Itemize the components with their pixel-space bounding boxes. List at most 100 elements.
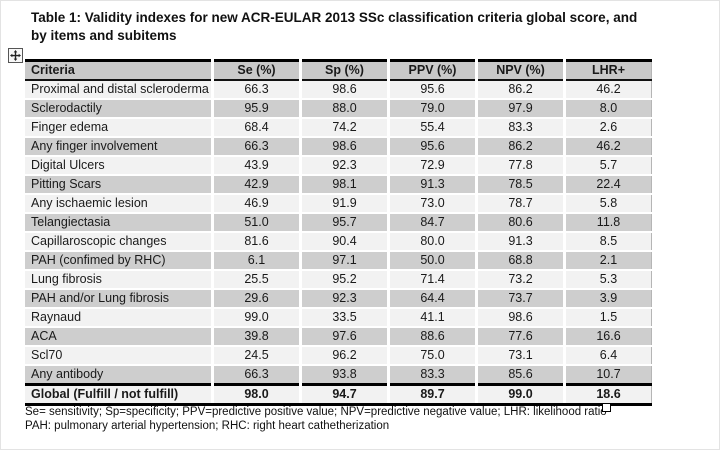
value-cell: 16.6 (564, 327, 652, 347)
table-row: ACA 39.8 97.6 88.6 77.6 16.6 (25, 327, 652, 347)
table-title-line-1: Table 1: Validity indexes for new ACR-EU… (31, 10, 638, 25)
column-header: PPV (%) (388, 60, 478, 81)
criteria-cell: PAH (confimed by RHC) (25, 251, 214, 271)
footnote-line-1: Se= sensitivity; Sp=specificity; PPV=pre… (25, 406, 607, 418)
criteria-cell: Raynaud (25, 308, 214, 328)
value-cell: 96.2 (300, 346, 390, 366)
value-cell: 3.9 (564, 289, 652, 309)
criteria-cell: Sclerodactily (25, 99, 214, 119)
value-cell: 41.1 (388, 308, 478, 328)
table-row: Sclerodactily 95.9 88.0 79.0 97.9 8.0 (25, 99, 652, 119)
value-cell: 74.2 (300, 118, 390, 138)
value-cell: 66.3 (212, 137, 302, 157)
value-cell: 84.7 (388, 213, 478, 233)
value-cell: 2.1 (564, 251, 652, 271)
value-cell: 6.1 (212, 251, 302, 271)
value-cell: 8.5 (564, 232, 652, 252)
value-cell: 2.6 (564, 118, 652, 138)
table-row: Scl70 24.5 96.2 75.0 73.1 6.4 (25, 346, 652, 366)
value-cell: 22.4 (564, 175, 652, 195)
criteria-cell: Proximal and distal scleroderma (25, 80, 214, 100)
value-cell: 95.6 (388, 80, 478, 100)
value-cell: 11.8 (564, 213, 652, 233)
table-footnotes: Se= sensitivity; Sp=specificity; PPV=pre… (25, 405, 625, 433)
value-cell: 80.0 (388, 232, 478, 252)
value-cell: 98.6 (300, 137, 390, 157)
value-cell: 95.7 (300, 213, 390, 233)
value-cell: 71.4 (388, 270, 478, 290)
value-cell: 81.6 (212, 232, 302, 252)
value-cell: 6.4 (564, 346, 652, 366)
value-cell: 5.3 (564, 270, 652, 290)
table-row: Raynaud 99.0 33.5 41.1 98.6 1.5 (25, 308, 652, 328)
value-cell: 55.4 (388, 118, 478, 138)
table-resize-handle[interactable] (602, 403, 611, 412)
value-cell: 97.6 (300, 327, 390, 347)
value-cell: 50.0 (388, 251, 478, 271)
criteria-cell: Pitting Scars (25, 175, 214, 195)
value-cell: 39.8 (212, 327, 302, 347)
value-cell: 77.6 (476, 327, 566, 347)
column-header: Criteria (25, 60, 214, 81)
table-move-handle[interactable] (8, 48, 23, 63)
value-cell: 80.6 (476, 213, 566, 233)
table-row: Pitting Scars 42.9 98.1 91.3 78.5 22.4 (25, 175, 652, 195)
value-cell: 51.0 (212, 213, 302, 233)
criteria-cell: Capillaroscopic changes (25, 232, 214, 252)
value-cell: 33.5 (300, 308, 390, 328)
value-cell: 95.6 (388, 137, 478, 157)
value-cell: 75.0 (388, 346, 478, 366)
criteria-cell: Lung fibrosis (25, 270, 214, 290)
value-cell: 77.8 (476, 156, 566, 176)
criteria-cell: Finger edema (25, 118, 214, 138)
value-cell: 91.9 (300, 194, 390, 214)
value-cell: 73.7 (476, 289, 566, 309)
footnote-line-2: PAH: pulmonary arterial hypertension; RH… (25, 420, 390, 432)
value-cell: 86.2 (476, 137, 566, 157)
table-row: Finger edema 68.4 74.2 55.4 83.3 2.6 (25, 118, 652, 138)
value-cell: 66.3 (212, 365, 302, 386)
value-cell: 90.4 (300, 232, 390, 252)
criteria-cell: ACA (25, 327, 214, 347)
value-cell: 73.0 (388, 194, 478, 214)
criteria-cell: Any finger involvement (25, 137, 214, 157)
table-row: Digital Ulcers 43.9 92.3 72.9 77.8 5.7 (25, 156, 652, 176)
value-cell: 89.7 (388, 383, 478, 406)
value-cell: 42.9 (212, 175, 302, 195)
table-row: Any finger involvement 66.3 98.6 95.6 86.2 4… (25, 137, 652, 157)
value-cell: 46.2 (564, 137, 652, 157)
value-cell: 93.8 (300, 365, 390, 386)
value-cell: 85.6 (476, 365, 566, 386)
value-cell: 98.6 (476, 308, 566, 328)
table-header-row: Criteria Se (%) Sp (%) PPV (%) NPV (%) LHR+ (25, 60, 652, 81)
value-cell: 8.0 (564, 99, 652, 119)
table-body: Proximal and distal scleroderma 66.3 98.6… (25, 80, 652, 406)
criteria-cell: Telangiectasia (25, 213, 214, 233)
value-cell: 92.3 (300, 289, 390, 309)
column-header: Se (%) (212, 60, 302, 81)
value-cell: 88.0 (300, 99, 390, 119)
value-cell: 73.2 (476, 270, 566, 290)
value-cell: 46.9 (212, 194, 302, 214)
criteria-cell: Digital Ulcers (25, 156, 214, 176)
table-row: Telangiectasia 51.0 95.7 84.7 80.6 11.8 (25, 213, 652, 233)
table-row: Lung fibrosis 25.5 95.2 71.4 73.2 5.3 (25, 270, 652, 290)
criteria-cell: Scl70 (25, 346, 214, 366)
value-cell: 66.3 (212, 80, 302, 100)
value-cell: 68.4 (212, 118, 302, 138)
table-title: Table 1: Validity indexes for new ACR-EU… (31, 9, 691, 45)
move-arrows-icon (10, 50, 21, 61)
table-row: Capillaroscopic changes 81.6 90.4 80.0 91.3… (25, 232, 652, 252)
value-cell: 10.7 (564, 365, 652, 386)
table-row: Any antibody 66.3 93.8 83.3 85.6 10.7 (25, 365, 652, 386)
value-cell: 78.7 (476, 194, 566, 214)
value-cell: 64.4 (388, 289, 478, 309)
value-cell: 73.1 (476, 346, 566, 366)
value-cell: 98.6 (300, 80, 390, 100)
value-cell: 43.9 (212, 156, 302, 176)
value-cell: 5.8 (564, 194, 652, 214)
criteria-cell: PAH and/or Lung fibrosis (25, 289, 214, 309)
value-cell: 99.0 (212, 308, 302, 328)
value-cell: 1.5 (564, 308, 652, 328)
